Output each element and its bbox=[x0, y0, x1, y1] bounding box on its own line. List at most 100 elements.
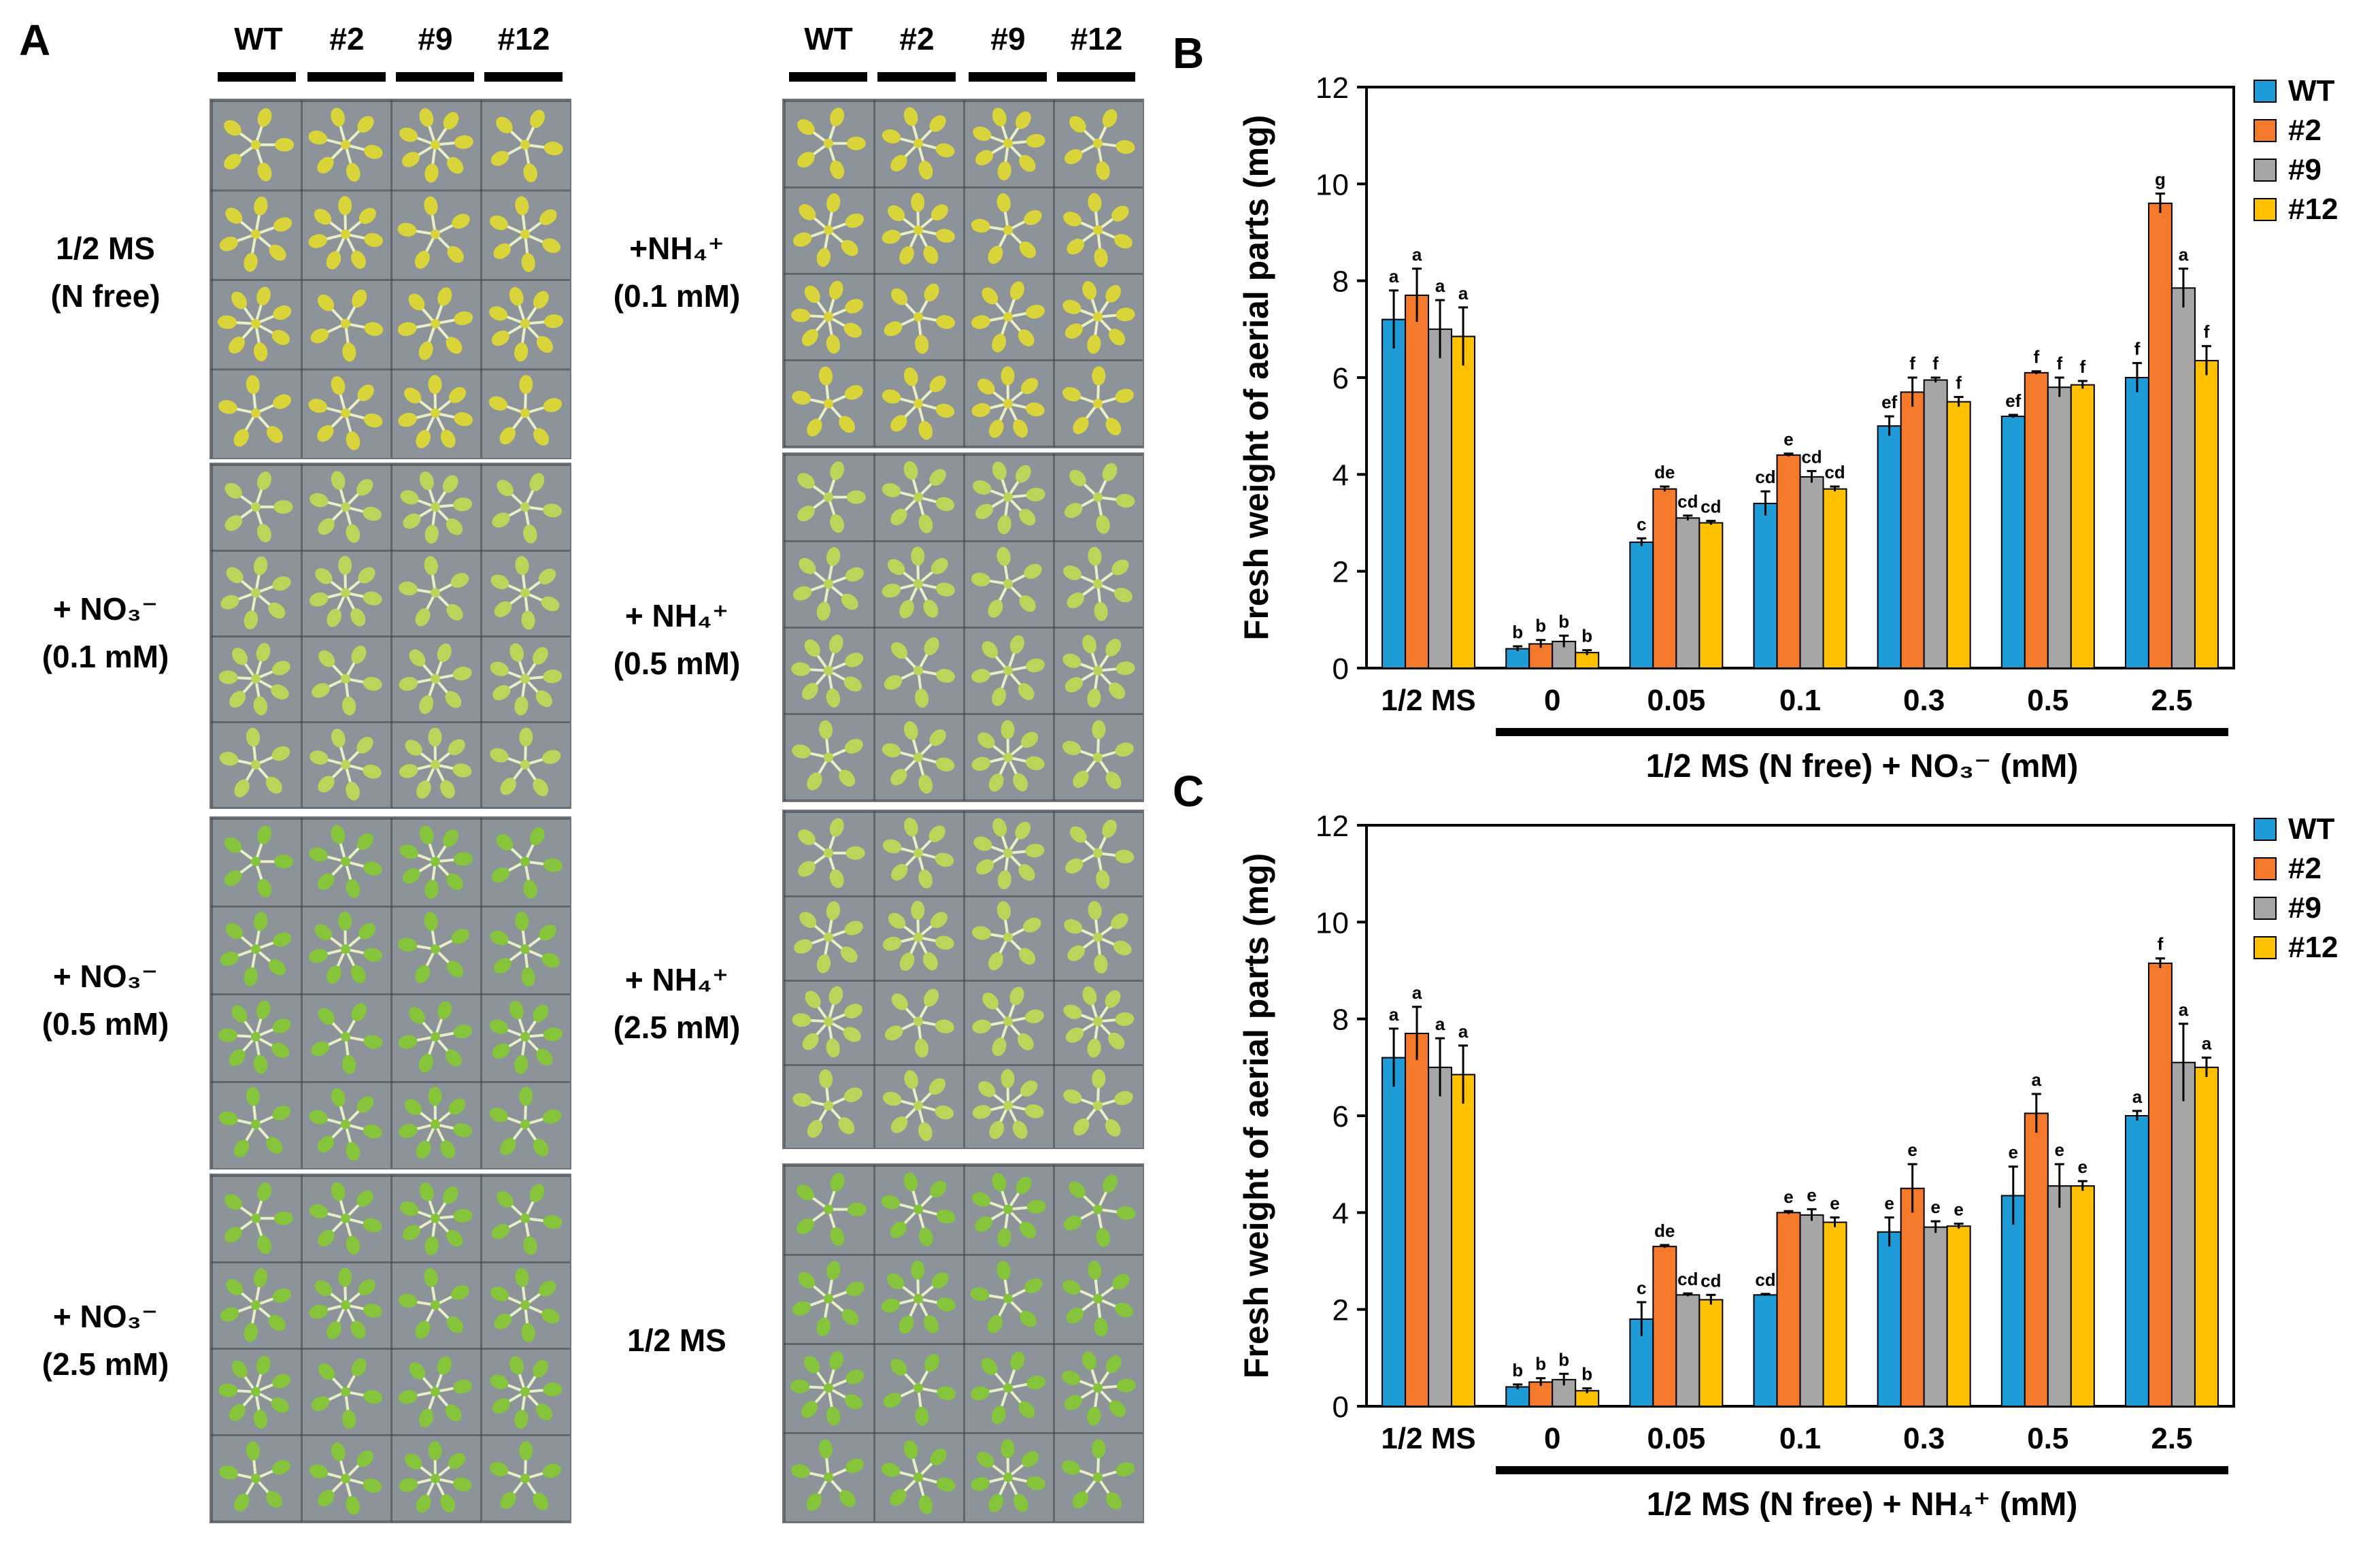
seedling bbox=[881, 1260, 956, 1334]
seedling bbox=[224, 471, 293, 543]
significance-letter: de bbox=[1654, 1221, 1675, 1241]
seedling bbox=[790, 1350, 865, 1426]
significance-letter: b bbox=[1581, 1364, 1592, 1384]
seedling bbox=[399, 556, 469, 627]
significance-letter: e bbox=[1783, 1187, 1793, 1207]
significance-letter: cd bbox=[1824, 462, 1845, 482]
seedling bbox=[311, 1003, 383, 1074]
bar bbox=[2124, 377, 2149, 669]
seedling bbox=[1064, 901, 1132, 974]
seedling bbox=[972, 986, 1044, 1057]
genotype-label: WT bbox=[804, 21, 853, 56]
seedling bbox=[882, 193, 955, 265]
bar bbox=[1675, 517, 1700, 669]
bar bbox=[2047, 1185, 2072, 1407]
bar bbox=[1877, 425, 1902, 669]
bar bbox=[2194, 1066, 2219, 1408]
seedling bbox=[218, 1086, 291, 1158]
bar bbox=[1428, 328, 1453, 669]
genotype-label: #12 bbox=[1070, 21, 1123, 56]
significance-letter: f bbox=[2056, 353, 2062, 374]
plate-no3-2.5 bbox=[209, 1174, 571, 1523]
genotype-label: WT bbox=[234, 21, 283, 56]
condition-line: (0.1 mM) bbox=[613, 278, 741, 314]
bar-charts: B C 0 2 4 6 8 10 12 Fresh weight of aerial part… bbox=[1173, 29, 2338, 1523]
seedling bbox=[399, 108, 473, 183]
seedling bbox=[309, 911, 383, 984]
significance-letter: e bbox=[1807, 1184, 1816, 1205]
bar bbox=[1776, 1212, 1801, 1408]
significance-letter: a bbox=[2179, 999, 2189, 1020]
plate-no3-0.5 bbox=[209, 816, 571, 1169]
seedling bbox=[218, 643, 290, 716]
seedling bbox=[1063, 546, 1133, 621]
seedling bbox=[490, 556, 560, 630]
seedling bbox=[971, 1439, 1045, 1512]
significance-letter: b bbox=[1535, 616, 1546, 636]
seedling bbox=[1063, 1174, 1136, 1247]
seedling bbox=[397, 287, 473, 361]
condition-line: + NO₃⁻ bbox=[52, 959, 158, 994]
seedling bbox=[973, 107, 1045, 181]
significance-letter: b bbox=[1535, 1354, 1546, 1374]
condition-line: (2.5 mM) bbox=[41, 1346, 169, 1382]
y-tick-label: 0 bbox=[1333, 652, 1349, 686]
y-tick-label: 8 bbox=[1333, 265, 1349, 299]
plate-half-ms bbox=[782, 1163, 1144, 1523]
y-tick-label: 2 bbox=[1333, 1294, 1349, 1327]
bar bbox=[2070, 384, 2095, 669]
significance-letter: e bbox=[2078, 1157, 2088, 1177]
seedling bbox=[220, 556, 291, 630]
seedling bbox=[971, 720, 1045, 792]
legend-label: #9 bbox=[2288, 153, 2322, 186]
legend-label: WT bbox=[2288, 812, 2335, 846]
seedling bbox=[399, 643, 472, 714]
x-tick-label: 0.5 bbox=[2027, 684, 2068, 717]
chart-b: 0 2 4 6 8 10 12 Fresh weight of aerial parts (m… bbox=[1237, 71, 2338, 784]
bar bbox=[1900, 1187, 1925, 1407]
bar bbox=[1799, 1214, 1824, 1408]
significance-letter: a bbox=[1435, 1014, 1445, 1034]
genotype-bar bbox=[969, 72, 1047, 82]
seedling bbox=[397, 196, 470, 269]
seedling bbox=[882, 367, 955, 440]
x-tick-label: 0.05 bbox=[1647, 1422, 1706, 1455]
seedling bbox=[1061, 1439, 1135, 1510]
bar bbox=[2194, 360, 2219, 669]
seedling bbox=[220, 912, 292, 986]
y-tick-label: 6 bbox=[1333, 1100, 1349, 1133]
significance-letter: e bbox=[1884, 1193, 1894, 1213]
seedling bbox=[309, 1267, 382, 1340]
seedling bbox=[884, 637, 955, 708]
seedling bbox=[792, 986, 863, 1058]
condition-label: + NO₃⁻ (2.5 mM) bbox=[14, 1293, 197, 1388]
seedling bbox=[310, 289, 384, 362]
seedling bbox=[971, 366, 1045, 438]
seedling bbox=[882, 461, 955, 533]
seedling bbox=[491, 827, 563, 899]
seedling bbox=[1063, 193, 1133, 267]
bar bbox=[2171, 1061, 2196, 1407]
significance-letter: e bbox=[1930, 1197, 1940, 1217]
significance-letter: b bbox=[1558, 1349, 1569, 1370]
bar bbox=[1405, 1033, 1430, 1408]
legend-label: #2 bbox=[2288, 852, 2322, 885]
significance-letter: e bbox=[1954, 1199, 1963, 1220]
x-axis-label: 1/2 MS (N free) + NH₄⁺ (mM) bbox=[1647, 1487, 2078, 1523]
seedling-layer bbox=[791, 107, 1135, 440]
significance-letter: a bbox=[1435, 276, 1445, 296]
bar bbox=[1900, 391, 1925, 669]
y-axis-label: Fresh weight of aerial parts (mg) bbox=[1237, 853, 1275, 1378]
significance-letter: a bbox=[1458, 1021, 1469, 1042]
seedling bbox=[971, 901, 1041, 971]
seedling bbox=[490, 1356, 563, 1429]
x-tick-label: 0 bbox=[1544, 684, 1560, 717]
seedling bbox=[972, 1173, 1046, 1248]
y-axis-label: Fresh weight of aerial parts (mg) bbox=[1237, 115, 1275, 640]
y-tick-label: 12 bbox=[1315, 810, 1349, 843]
y-tick-label: 12 bbox=[1315, 71, 1349, 105]
seedling bbox=[399, 825, 473, 899]
seedling bbox=[791, 280, 864, 354]
significance-letter: b bbox=[1512, 622, 1523, 642]
condition-line: + NO₃⁻ bbox=[52, 591, 158, 627]
